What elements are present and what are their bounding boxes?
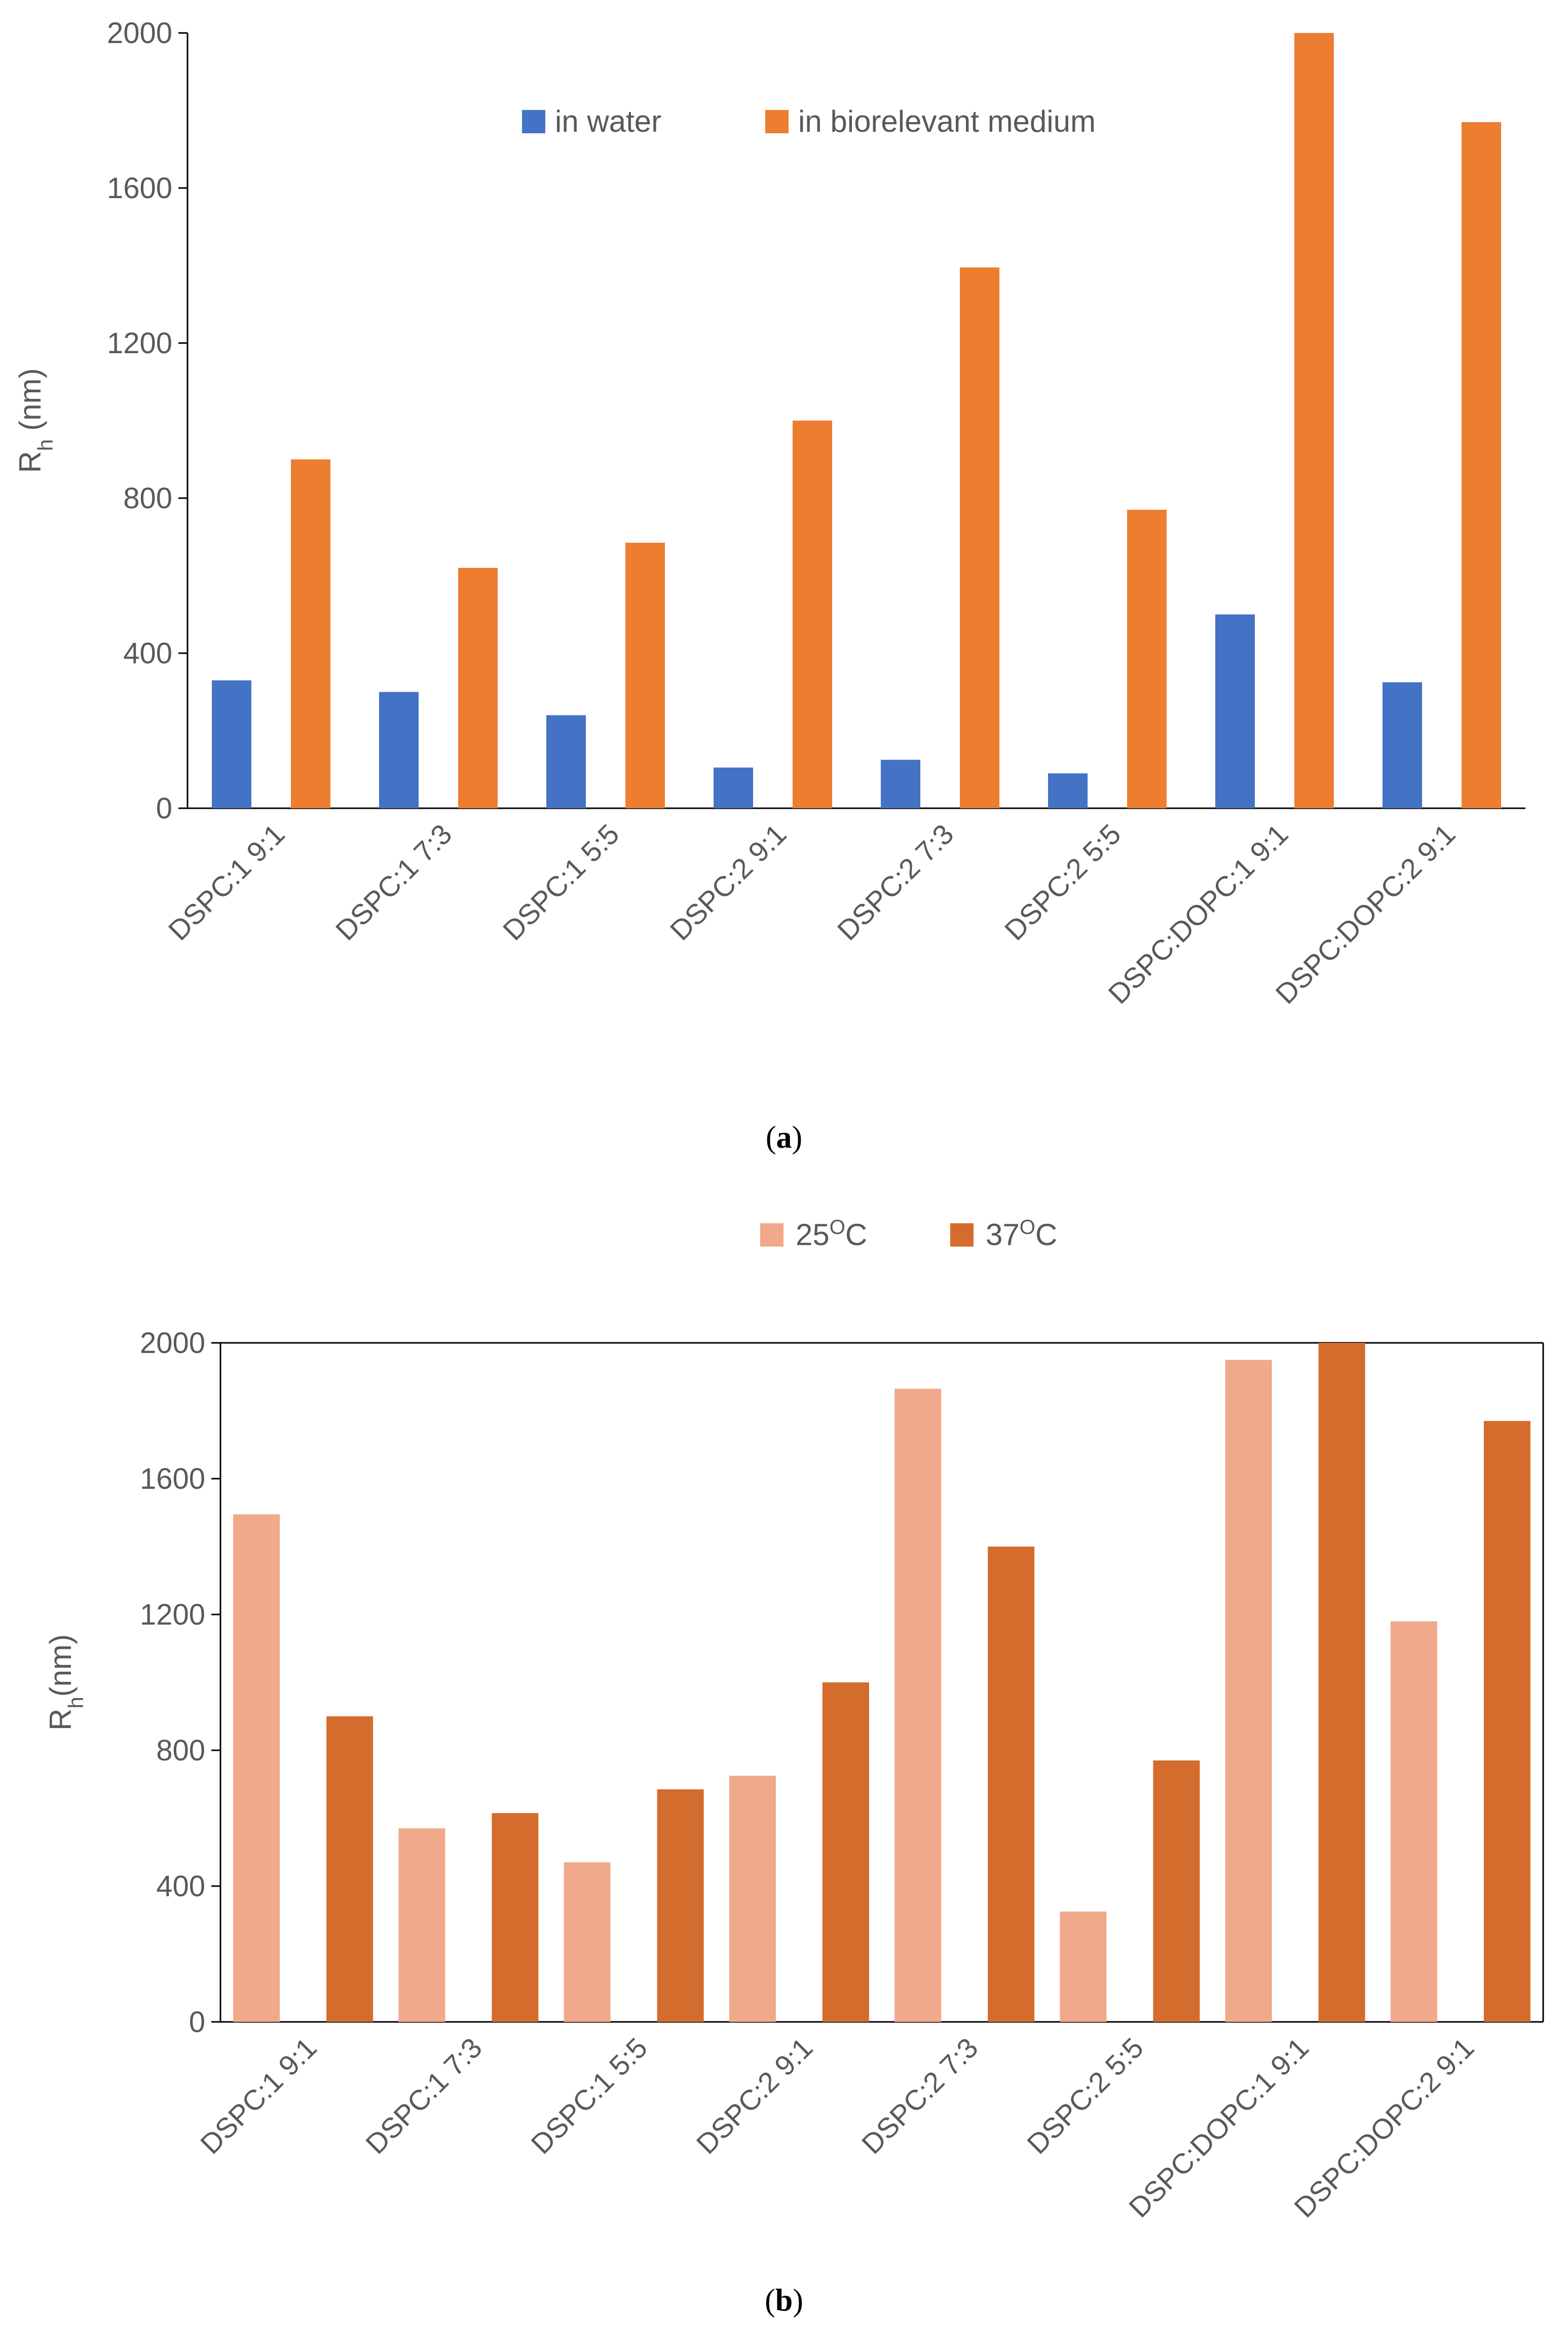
panel-b-category-label-dspc-1-5-5: DSPC:1 5:5 <box>525 2032 653 2160</box>
panel-b-bar-37-dspc-1-5-5 <box>657 1789 704 2022</box>
panel-b-bar-37-dspc-2-9-1 <box>822 1682 869 2022</box>
panel-b-y-tick-label: 800 <box>156 1734 205 1767</box>
panel-a-legend-text-main: in biorelevant medium <box>798 104 1096 138</box>
panel-b-bar-25-dspc-2-5-5 <box>1060 1911 1107 2022</box>
panel-b-caption-close: ) <box>793 2283 803 2318</box>
panel-b-legend-text-main: 37 <box>986 1218 1020 1252</box>
panel-a-y-tick-label: 0 <box>156 792 172 825</box>
panel-b-legend-text-unit: C <box>845 1218 867 1252</box>
panel-a-bar-in-water-dspc-2-7-3 <box>881 760 920 808</box>
panel-b-bar-37-dspc-2-5-5 <box>1153 1760 1200 2022</box>
panel-b-y-tick-label: 1200 <box>140 1598 205 1631</box>
panel-a-legend-label-in-biorelevant-medium: in biorelevant medium <box>798 104 1096 138</box>
panel-a-legend-swatch-in-biorelevant-medium <box>765 110 789 133</box>
panel-b-caption: (b) <box>765 2283 803 2318</box>
panel-b-bar-25-dspc-1-9-1 <box>233 1514 280 2022</box>
panel-b-bar-25-dspc-dopc-1-9-1 <box>1225 1360 1272 2022</box>
panel-b-legend-label-37: 37OC <box>986 1216 1057 1252</box>
panel-b-legend-label-25: 25OC <box>796 1216 867 1252</box>
panel-a-bar-in-biorelevant-medium-dspc-1-5-5 <box>625 542 665 808</box>
panel-a-bar-in-water-dspc-dopc-2-9-1 <box>1383 682 1422 808</box>
panel-b-legend-text-main: 25 <box>796 1218 830 1252</box>
panel-a-y-tick-label: 2000 <box>107 17 172 50</box>
panel-a-chart: 0 400 800 1200 1600 2000 Rh (nm) DSPC:1 9:1 DSPC… <box>13 17 1525 1155</box>
panel-a-y-label-main: R <box>13 451 47 473</box>
panel-b-category-label-dspc-2-9-1: DSPC:2 9:1 <box>690 2032 819 2160</box>
panel-a-category-label-dspc-2-5-5: DSPC:2 5:5 <box>998 818 1127 947</box>
panel-b-y-tick-label: 400 <box>156 1870 205 1903</box>
panel-b-caption-letter: b <box>775 2283 793 2318</box>
panel-a-category-label-dspc-2-7-3: DSPC:2 7:3 <box>831 818 960 947</box>
panel-b-caption-open: ( <box>765 2283 775 2318</box>
panel-a-bar-in-biorelevant-medium-dspc-2-9-1 <box>793 421 832 808</box>
panel-b-bar-37-dspc-1-9-1 <box>326 1716 374 2022</box>
panel-a-bar-in-biorelevant-medium-dspc-2-7-3 <box>960 267 999 809</box>
panel-b-category-label-dspc-2-5-5: DSPC:2 5:5 <box>1021 2032 1149 2160</box>
panel-b-category-label-dspc-dopc-2-9-1: DSPC:DOPC:2 9:1 <box>1288 2032 1480 2224</box>
panel-b-bar-37-dspc-2-7-3 <box>988 1547 1035 2022</box>
panel-b-bar-25-dspc-2-7-3 <box>894 1388 942 2022</box>
panel-a-caption-letter: a <box>776 1120 792 1155</box>
panel-a-legend-text-main: in water <box>555 104 661 138</box>
panel-a-bar-in-water-dspc-2-5-5 <box>1048 773 1088 808</box>
panel-b-bar-25-dspc-1-7-3 <box>398 1828 445 2022</box>
panel-b-bar-25-dspc-dopc-2-9-1 <box>1390 1621 1437 2022</box>
panel-a-bar-in-water-dspc-1-9-1 <box>212 680 251 808</box>
panel-a-category-label-dspc-dopc-2-9-1: DSPC:DOPC:2 9:1 <box>1269 818 1461 1010</box>
panel-a-bar-in-water-dspc-2-9-1 <box>714 767 753 808</box>
panel-a-category-label-dspc-1-5-5: DSPC:1 5:5 <box>497 818 625 947</box>
panel-a-bar-in-biorelevant-medium-dspc-2-5-5 <box>1127 509 1167 808</box>
panel-a-caption-open: ( <box>766 1120 776 1155</box>
panel-a-bar-in-biorelevant-medium-dspc-1-7-3 <box>458 568 498 808</box>
panel-a-y-tick-label: 1200 <box>107 327 172 360</box>
panel-b-category-label-dspc-1-9-1: DSPC:1 9:1 <box>194 2032 323 2160</box>
panel-b-legend-text-sup: O <box>830 1216 845 1238</box>
panel-b-category-label-dspc-dopc-1-9-1: DSPC:DOPC:1 9:1 <box>1123 2032 1315 2224</box>
panel-a-caption: (a) <box>766 1120 802 1155</box>
panel-a-bar-in-water-dspc-dopc-1-9-1 <box>1215 614 1255 808</box>
panel-b-legend-text-sup: O <box>1020 1216 1035 1238</box>
panel-a-y-label-rest: (nm) <box>13 368 47 439</box>
panel-a-bar-in-biorelevant-medium-dspc-dopc-1-9-1 <box>1294 33 1334 808</box>
panel-a-caption-close: ) <box>792 1120 803 1155</box>
panel-b-bar-37-dspc-dopc-2-9-1 <box>1483 1421 1530 2022</box>
panel-b-y-label-rest: (nm) <box>44 1634 78 1697</box>
panel-b-y-tick-label: 2000 <box>140 1327 205 1360</box>
panel-a-y-tick-label: 1600 <box>107 172 172 205</box>
panel-a-y-label-sub: h <box>33 439 57 451</box>
panel-b-y-axis-label: Rh(nm) <box>44 1634 88 1731</box>
panel-b-legend-text-unit: C <box>1035 1218 1057 1252</box>
panel-a-category-label-dspc-1-9-1: DSPC:1 9:1 <box>162 818 291 947</box>
panel-a-y-axis-label: Rh (nm) <box>13 368 57 473</box>
panel-a-y-tick-label: 400 <box>123 637 172 670</box>
panel-a-legend-label-in-water: in water <box>555 104 661 138</box>
panel-a-bar-in-biorelevant-medium-dspc-1-9-1 <box>291 459 330 808</box>
panel-b-y-tick-label: 1600 <box>140 1462 205 1495</box>
panel-a-legend-swatch-in-water <box>522 110 545 133</box>
panel-a-category-label-dspc-2-9-1: DSPC:2 9:1 <box>664 818 793 947</box>
panel-b-y-label-sub: h <box>64 1697 88 1708</box>
panel-b-legend-swatch-37 <box>950 1223 974 1247</box>
panel-a-category-label-dspc-1-7-3: DSPC:1 7:3 <box>329 818 458 947</box>
panel-b-legend-swatch-25 <box>760 1223 783 1247</box>
panel-b-bar-25-dspc-1-5-5 <box>564 1862 611 2022</box>
panel-b-y-tick-label: 0 <box>189 2006 205 2039</box>
panel-a-bar-in-biorelevant-medium-dspc-dopc-2-9-1 <box>1462 122 1501 809</box>
panel-b-y-label-main: R <box>44 1709 78 1731</box>
panel-a-y-tick-label: 800 <box>123 482 172 515</box>
panel-b-bar-25-dspc-2-9-1 <box>729 1776 776 2022</box>
panel-b-bar-37-dspc-1-7-3 <box>492 1813 539 2022</box>
panel-a-category-label-dspc-dopc-1-9-1: DSPC:DOPC:1 9:1 <box>1102 818 1294 1010</box>
panel-a-bar-in-water-dspc-1-7-3 <box>379 692 419 808</box>
panel-b-bar-37-dspc-dopc-1-9-1 <box>1318 1343 1365 2022</box>
panel-b-chart: 0 400 800 1200 1600 2000 Rh(nm) DSPC:1 9:1 DSPC:… <box>44 1216 1544 2318</box>
panel-b-category-label-dspc-1-7-3: DSPC:1 7:3 <box>359 2032 488 2160</box>
panel-b-category-label-dspc-2-7-3: DSPC:2 7:3 <box>855 2032 984 2160</box>
panel-a-bar-in-water-dspc-1-5-5 <box>546 715 586 808</box>
